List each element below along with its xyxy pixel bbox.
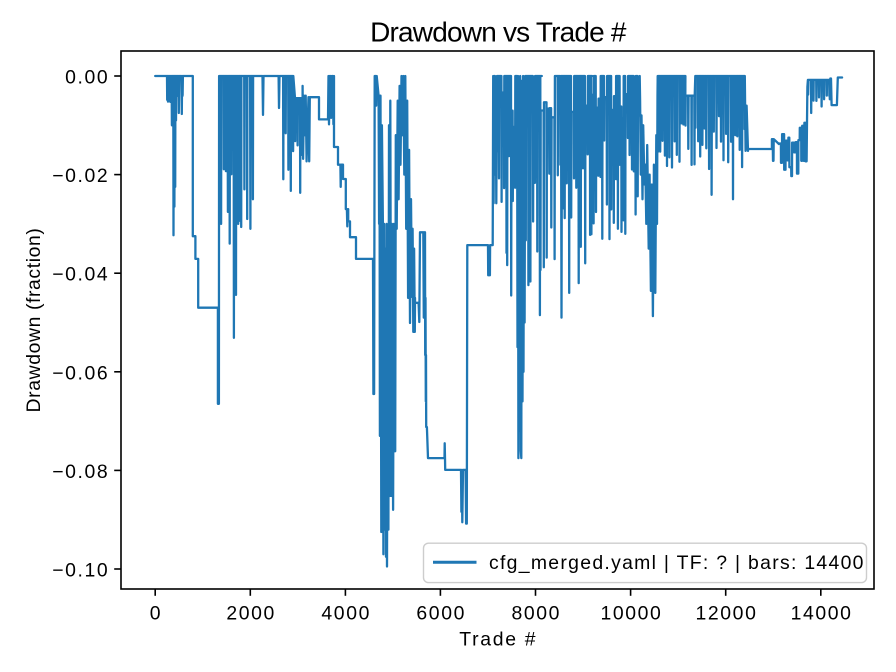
svg-text:10000: 10000 [600,603,662,625]
svg-text:2000: 2000 [226,603,276,625]
svg-text:0.00: 0.00 [65,67,109,89]
svg-text:−0.10: −0.10 [52,560,109,582]
svg-text:0: 0 [150,603,162,625]
svg-text:−0.02: −0.02 [52,165,109,187]
svg-text:Drawdown vs Trade #: Drawdown vs Trade # [370,17,627,48]
svg-text:Trade #: Trade # [459,629,537,651]
svg-text:cfg_merged.yaml | TF: ? | bars: cfg_merged.yaml | TF: ? | bars: 14400 [489,552,865,574]
svg-text:−0.06: −0.06 [52,362,109,384]
svg-text:8000: 8000 [512,603,562,625]
svg-text:−0.04: −0.04 [52,264,109,286]
svg-text:14000: 14000 [791,603,853,625]
svg-text:Drawdown (fraction): Drawdown (fraction) [23,228,45,413]
svg-text:6000: 6000 [416,603,466,625]
svg-text:12000: 12000 [696,603,758,625]
svg-text:4000: 4000 [321,603,371,625]
svg-text:−0.08: −0.08 [52,461,109,483]
